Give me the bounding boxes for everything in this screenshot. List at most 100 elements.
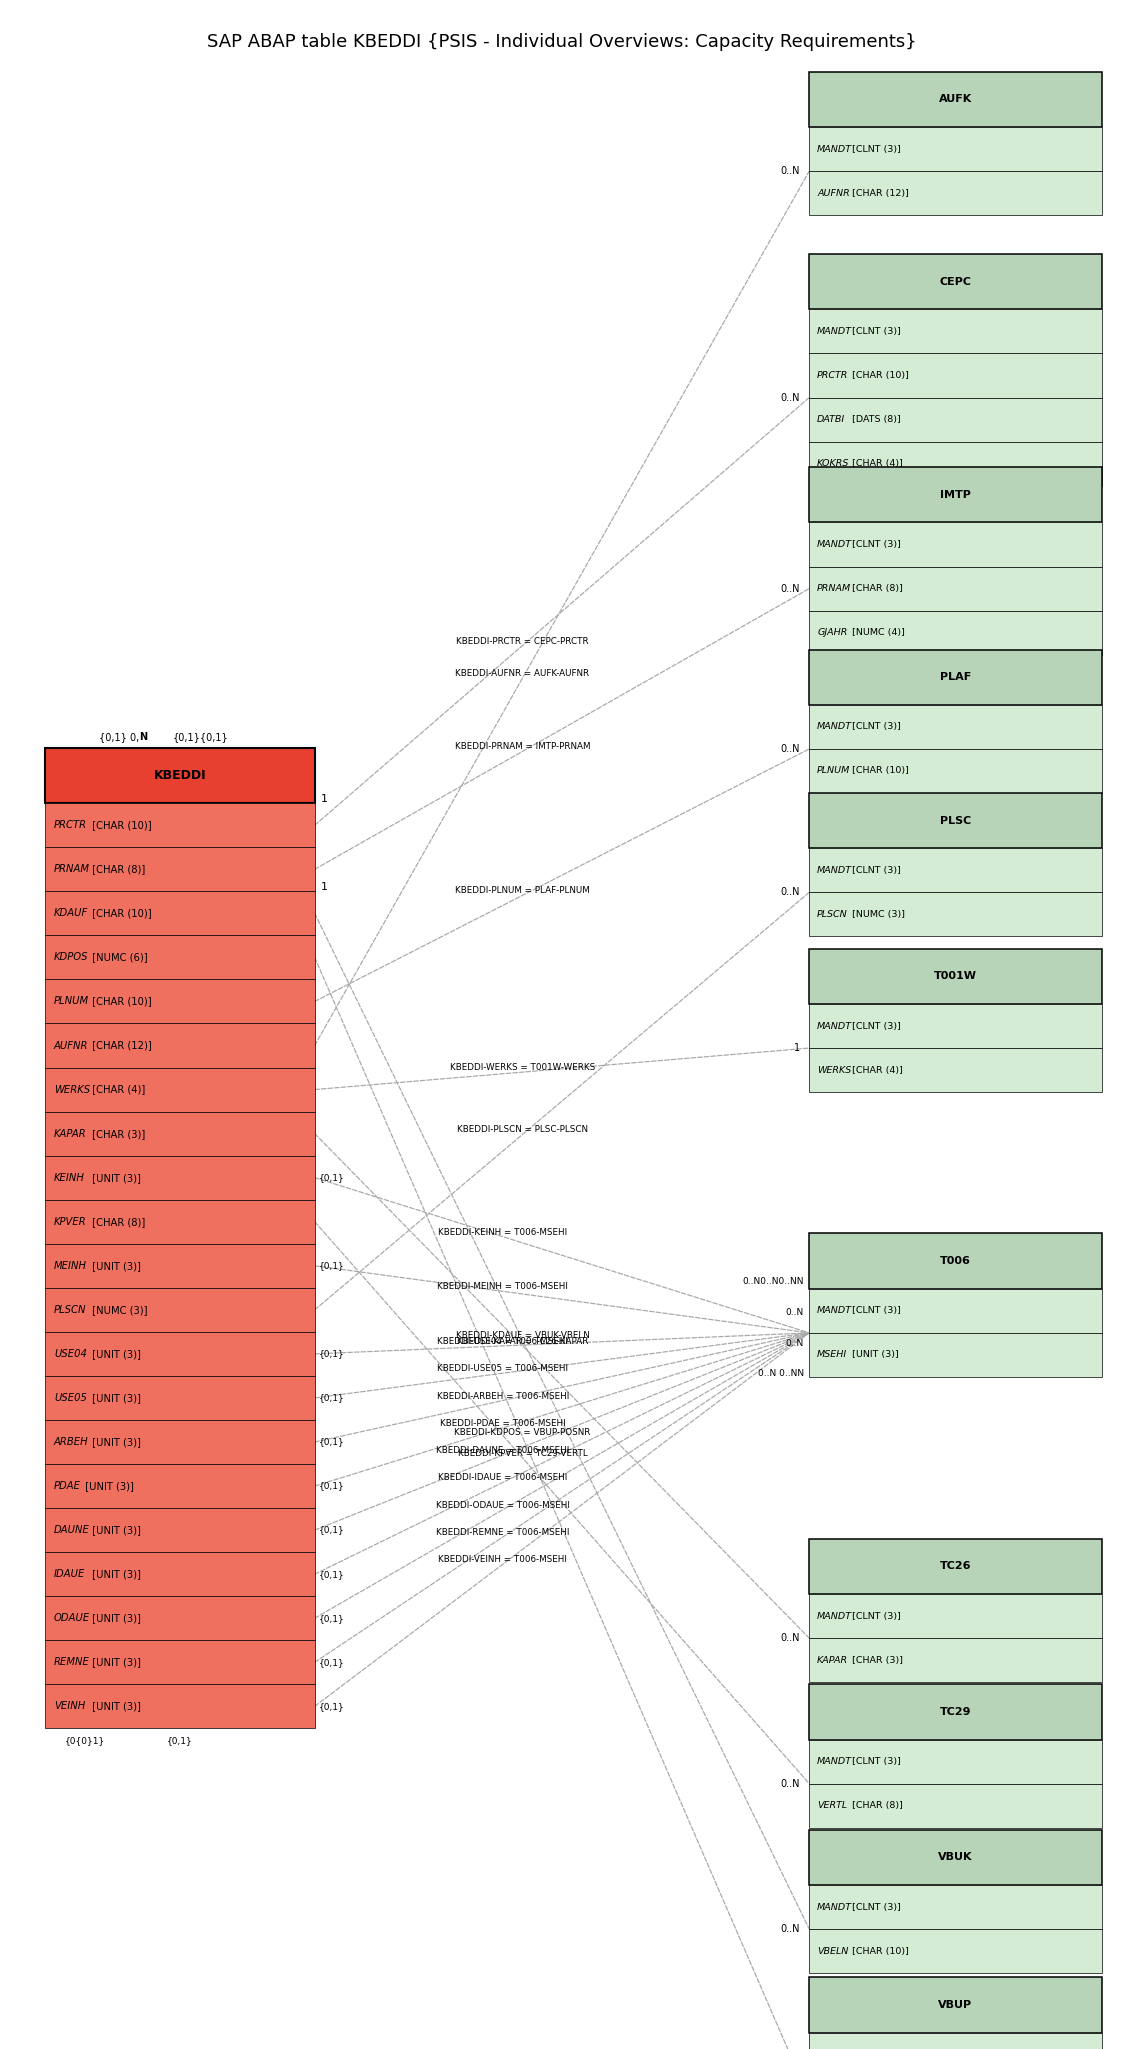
FancyBboxPatch shape xyxy=(45,1553,315,1596)
Text: PLSCN: PLSCN xyxy=(817,910,847,918)
FancyBboxPatch shape xyxy=(45,848,315,891)
FancyBboxPatch shape xyxy=(45,1596,315,1639)
FancyBboxPatch shape xyxy=(809,949,1102,1004)
Text: [UNIT (3)]: [UNIT (3)] xyxy=(90,1701,142,1711)
Text: MANDT: MANDT xyxy=(817,1904,852,1912)
Text: DATBI: DATBI xyxy=(817,416,845,424)
FancyBboxPatch shape xyxy=(45,1639,315,1684)
Text: [CHAR (4)]: [CHAR (4)] xyxy=(849,459,903,467)
FancyBboxPatch shape xyxy=(809,705,1102,748)
Text: [NUMC (6)]: [NUMC (6)] xyxy=(90,953,148,963)
FancyBboxPatch shape xyxy=(809,1684,1102,1740)
Text: [CLNT (3)]: [CLNT (3)] xyxy=(849,1904,901,1912)
Text: PLNUM: PLNUM xyxy=(817,766,851,775)
Text: [CHAR (10)]: [CHAR (10)] xyxy=(90,908,152,918)
Text: [UNIT (3)]: [UNIT (3)] xyxy=(90,1524,142,1535)
Text: KDAUF: KDAUF xyxy=(54,908,88,918)
FancyBboxPatch shape xyxy=(809,1004,1102,1047)
Text: MANDT: MANDT xyxy=(817,1758,852,1766)
Text: [CHAR (8)]: [CHAR (8)] xyxy=(849,584,903,592)
Text: TC29: TC29 xyxy=(940,1707,971,1717)
Text: MANDT: MANDT xyxy=(817,145,852,154)
FancyBboxPatch shape xyxy=(45,1420,315,1463)
Text: PRCTR: PRCTR xyxy=(817,371,849,379)
FancyBboxPatch shape xyxy=(45,891,315,934)
Text: [UNIT (3)]: [UNIT (3)] xyxy=(849,1350,899,1358)
Text: KBEDDI-AUFNR = AUFK-AUFNR: KBEDDI-AUFNR = AUFK-AUFNR xyxy=(455,670,589,678)
FancyBboxPatch shape xyxy=(809,1539,1102,1594)
Text: CEPC: CEPC xyxy=(940,277,971,287)
FancyBboxPatch shape xyxy=(809,72,1102,127)
Text: PLSC: PLSC xyxy=(940,816,971,826)
Text: 0..N: 0..N xyxy=(781,166,800,176)
FancyBboxPatch shape xyxy=(45,934,315,979)
FancyBboxPatch shape xyxy=(809,309,1102,352)
FancyBboxPatch shape xyxy=(809,127,1102,172)
Text: [UNIT (3)]: [UNIT (3)] xyxy=(90,1658,142,1668)
Text: {0,1} 0,: {0,1} 0, xyxy=(99,731,139,742)
Text: [CHAR (12)]: [CHAR (12)] xyxy=(90,1041,152,1051)
Text: [CLNT (3)]: [CLNT (3)] xyxy=(849,1758,901,1766)
FancyBboxPatch shape xyxy=(809,1334,1102,1377)
Text: KBEDDI-KDPOS = VBUP-POSNR: KBEDDI-KDPOS = VBUP-POSNR xyxy=(454,1428,590,1436)
FancyBboxPatch shape xyxy=(809,254,1102,309)
Text: [CHAR (10)]: [CHAR (10)] xyxy=(90,820,152,830)
Text: [CHAR (10)]: [CHAR (10)] xyxy=(849,1947,909,1955)
Text: KBEDDI-USE04 = T006-MSEHI: KBEDDI-USE04 = T006-MSEHI xyxy=(437,1336,568,1346)
FancyBboxPatch shape xyxy=(809,1047,1102,1092)
Text: PLAF: PLAF xyxy=(940,672,971,682)
Text: PRNAM: PRNAM xyxy=(54,865,90,875)
FancyBboxPatch shape xyxy=(45,1332,315,1377)
Text: [UNIT (3)]: [UNIT (3)] xyxy=(90,1172,142,1182)
Text: PLNUM: PLNUM xyxy=(54,996,89,1006)
Text: [CHAR (8)]: [CHAR (8)] xyxy=(849,1801,903,1809)
Text: PDAE: PDAE xyxy=(54,1481,81,1492)
Text: {0,1}: {0,1} xyxy=(319,1393,345,1402)
FancyBboxPatch shape xyxy=(809,1289,1102,1334)
Text: KBEDDI-KPVER = TC29-VERTL: KBEDDI-KPVER = TC29-VERTL xyxy=(457,1449,588,1457)
FancyBboxPatch shape xyxy=(809,2033,1102,2049)
Text: [NUMC (4)]: [NUMC (4)] xyxy=(849,629,905,637)
Text: ARBEH: ARBEH xyxy=(54,1436,89,1447)
Text: {0,1}: {0,1} xyxy=(319,1570,345,1578)
Text: AUFK: AUFK xyxy=(939,94,972,104)
Text: 0..N: 0..N xyxy=(781,1924,800,1934)
FancyBboxPatch shape xyxy=(45,1111,315,1156)
Text: VBUK: VBUK xyxy=(939,1852,972,1863)
FancyBboxPatch shape xyxy=(45,1022,315,1068)
FancyBboxPatch shape xyxy=(809,748,1102,793)
Text: WERKS: WERKS xyxy=(817,1065,851,1074)
Text: 1: 1 xyxy=(795,1043,800,1053)
Text: [CHAR (8)]: [CHAR (8)] xyxy=(90,865,146,875)
Text: [CLNT (3)]: [CLNT (3)] xyxy=(849,328,901,336)
Text: KBEDDI-PLSCN = PLSC-PLSCN: KBEDDI-PLSCN = PLSC-PLSCN xyxy=(457,1125,588,1135)
Text: KBEDDI-IDAUE = T006-MSEHI: KBEDDI-IDAUE = T006-MSEHI xyxy=(438,1473,568,1483)
Text: VERTL: VERTL xyxy=(817,1801,847,1809)
Text: USE04: USE04 xyxy=(54,1348,87,1358)
Text: [CLNT (3)]: [CLNT (3)] xyxy=(849,867,901,875)
Text: [CLNT (3)]: [CLNT (3)] xyxy=(849,723,901,731)
Text: REMNE: REMNE xyxy=(54,1658,90,1668)
Text: 0..N: 0..N xyxy=(781,584,800,594)
Text: KBEDDI-REMNE = T006-MSEHI: KBEDDI-REMNE = T006-MSEHI xyxy=(436,1529,570,1537)
Text: DAUNE: DAUNE xyxy=(54,1524,90,1535)
Text: {0,1}: {0,1} xyxy=(319,1703,345,1711)
FancyBboxPatch shape xyxy=(809,1885,1102,1930)
FancyBboxPatch shape xyxy=(45,803,315,848)
FancyBboxPatch shape xyxy=(809,172,1102,215)
Text: 0..N: 0..N xyxy=(781,744,800,754)
Text: 1: 1 xyxy=(320,881,327,891)
Text: USE05: USE05 xyxy=(54,1393,87,1404)
Text: T006: T006 xyxy=(940,1256,971,1266)
Text: [CLNT (3)]: [CLNT (3)] xyxy=(849,541,901,549)
Text: VBUP: VBUP xyxy=(939,2000,972,2010)
Text: SAP ABAP table KBEDDI {PSIS - Individual Overviews: Capacity Requirements}: SAP ABAP table KBEDDI {PSIS - Individual… xyxy=(207,33,917,51)
Text: KAPAR: KAPAR xyxy=(54,1129,87,1139)
Text: [UNIT (3)]: [UNIT (3)] xyxy=(90,1260,142,1270)
Text: 0..N: 0..N xyxy=(781,1779,800,1789)
Text: 0..N: 0..N xyxy=(781,393,800,402)
Text: [CHAR (10)]: [CHAR (10)] xyxy=(90,996,152,1006)
FancyBboxPatch shape xyxy=(809,1977,1102,2033)
Text: VBELN: VBELN xyxy=(817,1947,849,1955)
FancyBboxPatch shape xyxy=(809,1783,1102,1828)
